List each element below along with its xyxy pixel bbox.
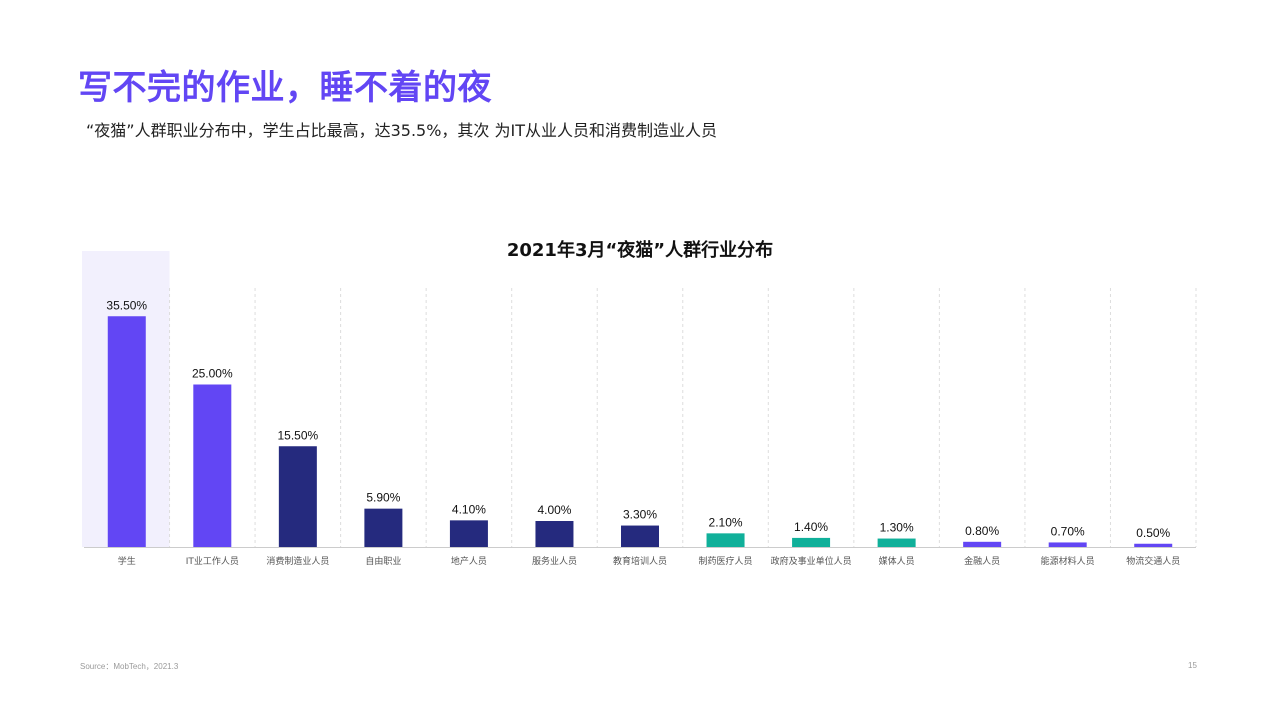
x-tick-label: 服务业人员 bbox=[532, 555, 577, 567]
x-tick-label: 消费制造业人员 bbox=[266, 555, 329, 567]
data-label: 3.30% bbox=[623, 508, 657, 522]
page-subtitle: “夜猫”人群职业分布中，学生占比最高，达35.5%，其次 为IT从业人员和消费制… bbox=[86, 121, 717, 140]
data-label: 1.30% bbox=[880, 521, 914, 535]
bar bbox=[1048, 542, 1087, 547]
x-tick-label: 金融人员 bbox=[964, 555, 1000, 567]
data-label: 2.10% bbox=[709, 515, 743, 529]
bar bbox=[1134, 543, 1173, 547]
bar bbox=[706, 533, 745, 547]
data-label: 1.40% bbox=[794, 520, 828, 534]
bar bbox=[107, 316, 146, 547]
bar bbox=[792, 537, 831, 547]
bar bbox=[278, 446, 317, 547]
bar bbox=[193, 384, 232, 547]
x-tick-label: 能源材料人员 bbox=[1041, 555, 1095, 567]
data-label: 35.50% bbox=[106, 298, 147, 312]
x-tick-label: 学生 bbox=[118, 555, 136, 567]
data-label: 4.00% bbox=[537, 503, 571, 517]
bar bbox=[877, 538, 916, 547]
bar bbox=[535, 521, 574, 547]
x-tick-label: 媒体人员 bbox=[879, 555, 915, 567]
data-label: 0.80% bbox=[965, 524, 999, 538]
data-label: 4.10% bbox=[452, 502, 486, 516]
page-number: 15 bbox=[1188, 661, 1197, 670]
x-tick-label: 教育培训人员 bbox=[613, 555, 667, 567]
data-label: 0.70% bbox=[1051, 524, 1085, 538]
page-title: 写不完的作业，睡不着的夜 bbox=[78, 68, 492, 108]
chart-title: 2021年3月“夜猫”人群行业分布 bbox=[506, 240, 774, 261]
source-note: Source：MobTech，2021.3 bbox=[80, 662, 179, 671]
gridline-layer bbox=[169, 288, 1197, 547]
bar bbox=[963, 541, 1002, 547]
x-tick-label: IT业工作人员 bbox=[186, 555, 239, 567]
x-tick-label: 物流交通人员 bbox=[1126, 555, 1180, 567]
data-label: 0.50% bbox=[1136, 526, 1170, 540]
bar-layer bbox=[107, 316, 1173, 547]
data-label: 15.50% bbox=[277, 428, 318, 442]
x-tick-label: 政府及事业单位人员 bbox=[771, 555, 852, 567]
data-label: 5.90% bbox=[366, 491, 400, 505]
label-layer: 35.50% 学生 25.00% IT业工作人员 15.50% 消费制造业人员 5.90% 自… bbox=[106, 298, 1180, 567]
x-tick-label: 地产人员 bbox=[451, 555, 487, 567]
x-tick-label: 制药医疗人员 bbox=[699, 555, 753, 567]
x-tick-label: 自由职业 bbox=[365, 555, 401, 567]
bar bbox=[449, 520, 488, 547]
bar bbox=[621, 525, 659, 547]
data-label: 25.00% bbox=[192, 367, 233, 381]
bar bbox=[364, 508, 403, 547]
